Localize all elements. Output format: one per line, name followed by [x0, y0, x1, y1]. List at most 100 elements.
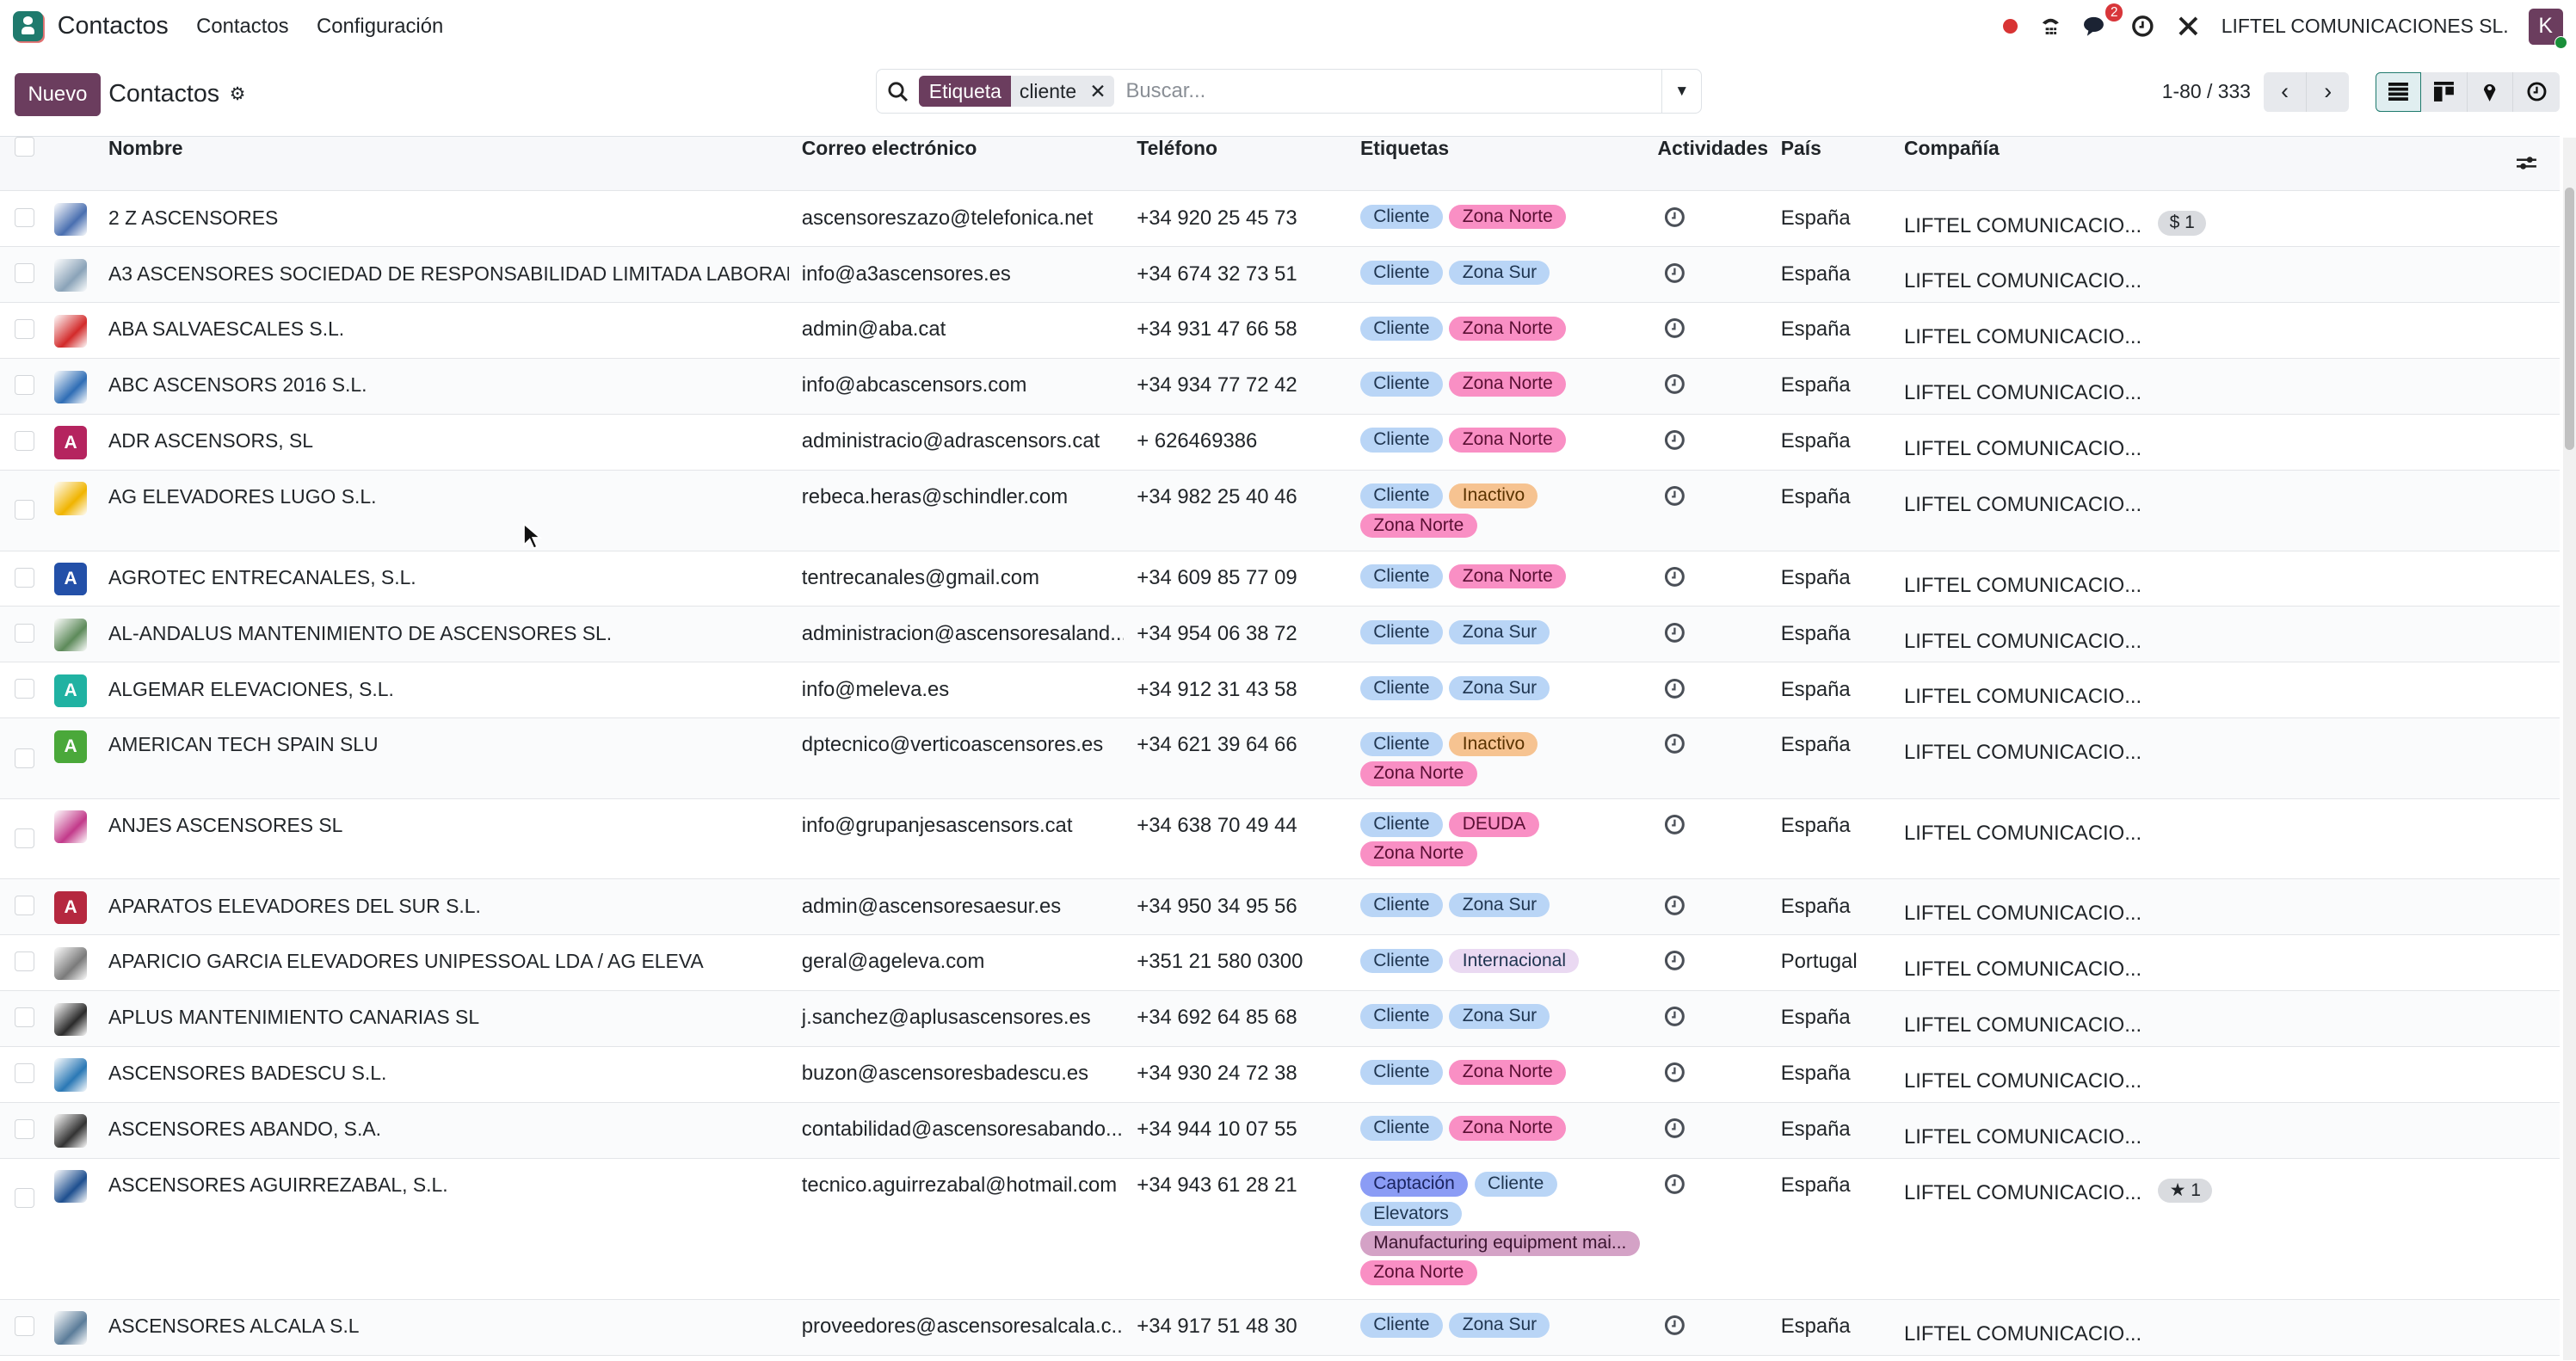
table-row[interactable]: AG ELEVADORES LUGO S.L. rebeca.heras@schi… — [0, 471, 2560, 551]
new-button[interactable]: Nuevo — [15, 72, 101, 116]
pager-next-button[interactable]: › — [2306, 72, 2350, 112]
kanban-view-button[interactable] — [2421, 72, 2468, 112]
name-cell[interactable]: AG ELEVADORES LUGO S.L. — [46, 471, 788, 525]
activity-clock-icon[interactable] — [1664, 206, 1685, 232]
activity-clock-icon[interactable] — [1664, 1118, 1685, 1144]
row-checkbox[interactable] — [15, 1316, 35, 1337]
name-cell[interactable]: ANJES ASCENSORES SL — [46, 799, 788, 853]
tools-icon[interactable] — [2175, 13, 2202, 40]
row-checkbox[interactable] — [15, 679, 35, 699]
row-checkbox[interactable] — [15, 263, 35, 284]
gear-icon[interactable]: ⚙ — [229, 84, 246, 105]
column-header-compania[interactable]: Compañía — [1903, 137, 2000, 160]
app-name[interactable]: Contactos — [57, 12, 169, 40]
name-cell[interactable]: ASCENSORES AGUIRREZABAL, S.L. — [46, 1159, 788, 1213]
table-row[interactable]: 2 Z ASCENSORES ascensoreszazo@telefonica.… — [0, 191, 2560, 248]
activity-clock-icon[interactable] — [1664, 895, 1685, 921]
row-checkbox[interactable] — [15, 375, 35, 396]
search-options-toggle[interactable]: ▼ — [1661, 70, 1701, 113]
activity-clock-icon[interactable] — [1664, 1007, 1685, 1032]
name-cell[interactable]: 2 Z ASCENSORES — [46, 191, 788, 245]
table-row[interactable]: ABA SALVAESCALES S.L. admin@aba.cat +34 93… — [0, 303, 2560, 360]
row-checkbox[interactable] — [15, 748, 35, 768]
list-view-button[interactable] — [2375, 72, 2422, 112]
remove-facet-icon[interactable]: ✕ — [1089, 79, 1106, 102]
activity-clock-icon[interactable] — [1664, 678, 1685, 704]
table-row[interactable]: ASCENSORES AGUIRREZABAL, S.L. tecnico.agu… — [0, 1159, 2560, 1301]
activity-clock-icon[interactable] — [1664, 1062, 1685, 1088]
name-cell[interactable]: ASCENSORES ABANDO, S.A. — [46, 1103, 788, 1157]
menu-contactos[interactable]: Contactos — [196, 14, 289, 38]
activity-view-button[interactable] — [2513, 72, 2560, 112]
name-cell[interactable]: ASCENSORES ALCALA S.L — [46, 1300, 788, 1354]
table-row[interactable]: APLUS MANTENIMIENTO CANARIAS SL j.sanchez… — [0, 991, 2560, 1048]
column-header-nombre[interactable]: Nombre — [108, 137, 183, 160]
name-cell[interactable]: ASCENSORES BADESCU S.L. — [46, 1047, 788, 1101]
row-checkbox[interactable] — [15, 1119, 35, 1139]
activity-clock-icon[interactable] — [1664, 951, 1685, 976]
vertical-scrollbar[interactable] — [2562, 138, 2576, 1360]
name-cell[interactable]: APARICIO GARCIA ELEVADORES UNIPESSOAL LD… — [46, 935, 788, 989]
company-switcher[interactable]: LIFTEL COMUNICACIONES SL. — [2221, 15, 2509, 38]
pager-value[interactable]: 1-80 / 333 — [2161, 80, 2251, 103]
user-avatar[interactable]: K — [2528, 8, 2568, 50]
pager-previous-button[interactable]: ‹ — [2264, 72, 2307, 112]
recording-indicator-icon[interactable] — [2002, 18, 2018, 34]
activity-clock-icon[interactable] — [2129, 13, 2156, 40]
row-checkbox[interactable] — [15, 207, 35, 228]
count-badge[interactable]: ★ 1 — [2158, 1178, 2213, 1204]
row-checkbox[interactable] — [15, 1063, 35, 1084]
row-checkbox[interactable] — [15, 951, 35, 972]
name-cell[interactable]: AL-ANDALUS MANTENIMIENTO DE ASCENSORES S… — [46, 607, 788, 661]
activity-clock-icon[interactable] — [1664, 814, 1685, 841]
column-header-correo[interactable]: Correo electrónico — [801, 137, 977, 160]
row-checkbox[interactable] — [15, 896, 35, 916]
table-row[interactable]: A AMERICAN TECH SPAIN SLU dptecnico@vertic… — [0, 718, 2560, 799]
table-row[interactable]: A APARATOS ELEVADORES DEL SUR S.L. admin@a… — [0, 879, 2560, 936]
row-checkbox[interactable] — [15, 623, 35, 644]
column-header-pais[interactable]: País — [1780, 137, 1821, 160]
table-row[interactable]: AL-ANDALUS MANTENIMIENTO DE ASCENSORES S… — [0, 607, 2560, 663]
search-icon[interactable] — [877, 81, 920, 102]
count-badge[interactable]: $ 1 — [2158, 211, 2207, 237]
column-header-telefono[interactable]: Teléfono — [1137, 137, 1218, 160]
row-checkbox[interactable] — [15, 828, 35, 849]
name-cell[interactable]: APLUS MANTENIMIENTO CANARIAS SL — [46, 991, 788, 1045]
name-cell[interactable]: A3 ASCENSORES SOCIEDAD DE RESPONSABILIDA… — [46, 247, 789, 301]
table-row[interactable]: ANJES ASCENSORES SL info@grupanjesascenso… — [0, 799, 2560, 880]
table-row[interactable]: APARICIO GARCIA ELEVADORES UNIPESSOAL LD… — [0, 935, 2560, 992]
name-cell[interactable]: A ALGEMAR ELEVACIONES, S.L. — [46, 662, 788, 717]
name-cell[interactable]: A ADR ASCENSORS, SL — [46, 415, 788, 469]
activity-clock-icon[interactable] — [1664, 486, 1685, 512]
activity-clock-icon[interactable] — [1664, 1174, 1685, 1200]
map-view-button[interactable] — [2467, 72, 2514, 112]
menu-configuracion[interactable]: Configuración — [317, 14, 444, 38]
search-input[interactable] — [1122, 77, 1662, 105]
activity-clock-icon[interactable] — [1664, 622, 1685, 648]
row-checkbox[interactable] — [15, 567, 35, 588]
activity-clock-icon[interactable] — [1664, 262, 1685, 288]
name-cell[interactable]: A AMERICAN TECH SPAIN SLU — [46, 718, 788, 773]
row-checkbox[interactable] — [15, 431, 35, 452]
row-checkbox[interactable] — [15, 1188, 35, 1209]
activity-clock-icon[interactable] — [1664, 566, 1685, 593]
messages-icon[interactable]: 2 — [2083, 3, 2123, 40]
activity-clock-icon[interactable] — [1664, 430, 1685, 456]
activity-clock-icon[interactable] — [1664, 734, 1685, 760]
scrollbar-thumb[interactable] — [2564, 187, 2575, 451]
phone-icon[interactable] — [2037, 13, 2064, 40]
table-row[interactable]: ABC ASCENSORS 2016 S.L. info@abcascensors… — [0, 359, 2560, 416]
table-row[interactable]: A3 ASCENSORES SOCIEDAD DE RESPONSABILIDA… — [0, 247, 2560, 304]
table-row[interactable]: ASCENSORES ALCALA S.L proveedores@ascenso… — [0, 1300, 2560, 1356]
table-row[interactable]: A AGROTEC ENTRECANALES, S.L. tentrecanales… — [0, 551, 2560, 607]
column-header-actividades[interactable]: Actividades — [1657, 137, 1768, 160]
contacts-app-icon[interactable] — [13, 11, 43, 41]
row-checkbox[interactable] — [15, 500, 35, 520]
name-cell[interactable]: A AGROTEC ENTRECANALES, S.L. — [46, 551, 788, 606]
table-row[interactable]: ASCENSORES BADESCU S.L. buzon@ascensoresb… — [0, 1047, 2560, 1103]
name-cell[interactable]: ABA SALVAESCALES S.L. — [46, 303, 788, 357]
row-checkbox[interactable] — [15, 1007, 35, 1028]
table-row[interactable]: A ALGEMAR ELEVACIONES, S.L. info@meleva.es… — [0, 662, 2560, 719]
row-checkbox[interactable] — [15, 319, 35, 340]
table-row[interactable]: A ADR ASCENSORS, SL administracio@adrascen… — [0, 415, 2560, 471]
